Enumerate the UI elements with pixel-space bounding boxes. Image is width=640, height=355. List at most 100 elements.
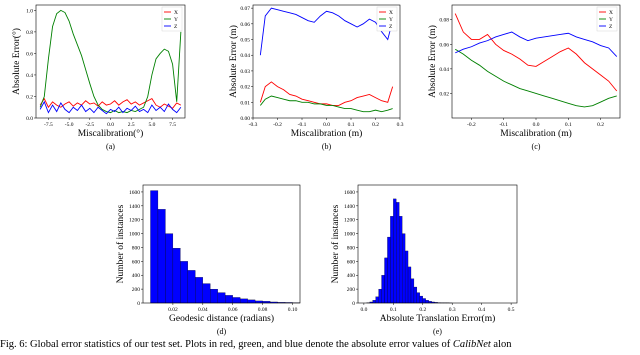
- axes-frame: [357, 184, 518, 304]
- caption-emphasis: CalibNet: [452, 339, 491, 350]
- x-tick-label: 0.1: [390, 307, 397, 313]
- bar: [384, 257, 388, 304]
- bar: [393, 198, 397, 304]
- bar: [425, 300, 429, 304]
- y-tick-label: 1000: [344, 232, 355, 238]
- y-axis-label: Number of instances: [330, 204, 341, 283]
- y-tick-label: 1200: [129, 218, 140, 224]
- y-tick-label: 0.4: [26, 73, 33, 79]
- x-tick-label: 5.0: [148, 122, 155, 128]
- x-axis-label: Miscalibration (m): [291, 128, 363, 139]
- bar: [240, 298, 248, 304]
- bar: [413, 286, 418, 304]
- y-tick-label: 0.05: [240, 38, 250, 44]
- bar: [210, 288, 218, 304]
- series-line: [259, 7, 394, 56]
- x-axis-label: Absolute Translation Error(m): [380, 313, 496, 324]
- x-tick-label: -5.0: [65, 122, 74, 128]
- series-line: [259, 81, 394, 106]
- x-tick-label: 0.1: [565, 122, 572, 128]
- figure: XYZ-7.5 -5.0 -2.5 0.0 2.5 5.0 7.50.00.20.40.60…: [11, 4, 621, 336]
- y-tick-label: 1600: [129, 190, 140, 196]
- x-tick-label: 0.3: [397, 122, 404, 128]
- x-tick-label: -2.5: [85, 122, 94, 128]
- y-tick-label: 0.06: [240, 22, 250, 28]
- x-tick-label: 0.06: [228, 307, 238, 313]
- legend-box: [596, 6, 618, 32]
- y-tick-label: 0.6: [26, 51, 33, 57]
- bar: [399, 216, 403, 304]
- y-tick-label: 800: [347, 245, 356, 251]
- x-tick-label: 0.2: [419, 307, 426, 313]
- y-tick-label: 200: [347, 287, 356, 293]
- x-tick-label: -0.2: [273, 122, 282, 128]
- x-tick-label: 2.5: [128, 122, 135, 128]
- caption-text: alon: [490, 339, 512, 350]
- caption: Fig. 6: Global error statistics of our t…: [0, 338, 640, 352]
- y-tick-label: 400: [347, 273, 356, 279]
- axes-frame: [142, 184, 301, 304]
- legend-label: Z: [609, 24, 613, 30]
- bar: [378, 288, 382, 304]
- bar: [217, 292, 226, 304]
- x-tick-label: 0.08: [258, 307, 268, 313]
- x-tick-label: 0.02: [168, 307, 178, 313]
- y-tick-label: 1600: [344, 190, 355, 196]
- x-tick-label: 0.0: [533, 122, 540, 128]
- caption-text: Fig. 6: Global error statistics of our t…: [0, 339, 453, 350]
- x-tick-label: -0.1: [298, 122, 307, 128]
- x-tick-label: -0.3: [249, 122, 258, 128]
- y-tick-label: 0: [352, 301, 355, 307]
- x-axis-label: Geodesic distance (radians): [169, 313, 274, 324]
- y-axis-label: Absolute Error (m): [427, 25, 438, 98]
- x-tick-label: 0.0: [323, 122, 330, 128]
- x-tick-label: 7.5: [169, 122, 176, 128]
- y-tick-label: 1400: [129, 204, 140, 210]
- legend-label: Z: [174, 24, 178, 30]
- y-axis-label: Absolute Error(°): [11, 28, 22, 95]
- bar: [410, 278, 415, 304]
- x-tick-label: 0.5: [508, 307, 515, 313]
- x-tick-label: 0.3: [449, 307, 456, 313]
- bar: [202, 283, 211, 304]
- legend-box: [161, 6, 183, 32]
- bar: [150, 190, 159, 304]
- bar: [407, 266, 412, 304]
- x-tick-label: 0.0: [360, 307, 367, 313]
- bar: [390, 216, 394, 304]
- bar: [402, 233, 406, 304]
- x-tick-label: 0.04: [198, 307, 208, 313]
- y-tick-label: 600: [132, 259, 141, 265]
- bar: [255, 300, 263, 304]
- x-tick-label: 0.4: [478, 307, 485, 313]
- legend-label: Y: [174, 17, 178, 23]
- series-line: [259, 95, 393, 113]
- bar: [172, 248, 181, 304]
- y-tick-label: 400: [132, 273, 141, 279]
- bar: [157, 209, 166, 304]
- y-tick-label: 0.08: [439, 18, 449, 24]
- y-axis-label: Absolute Error (m): [228, 25, 239, 98]
- series-line: [39, 100, 182, 115]
- y-tick-label: 1200: [344, 218, 355, 224]
- y-tick-label: 0.06: [439, 42, 449, 48]
- y-tick-label: 0.2: [26, 94, 33, 100]
- bar: [247, 299, 256, 304]
- subfigure-label: (d): [217, 327, 227, 336]
- y-tick-label: 0.01: [240, 100, 250, 106]
- bar: [232, 297, 241, 304]
- legend-label: Y: [389, 17, 393, 23]
- y-axis-label: Number of instances: [115, 204, 126, 283]
- y-tick-label: 0.04: [240, 53, 250, 59]
- subfigure-label: (c): [532, 142, 541, 151]
- legend-label: Y: [609, 17, 613, 23]
- y-tick-label: 1000: [129, 232, 140, 238]
- bar: [165, 233, 174, 304]
- x-axis-label: Miscalibration (m): [500, 128, 572, 139]
- x-tick-label: 0.1: [348, 122, 355, 128]
- y-tick-label: 600: [347, 259, 356, 265]
- series-line: [454, 13, 618, 92]
- x-tick-label: 0.2: [372, 122, 379, 128]
- x-tick-label: -0.2: [467, 122, 476, 128]
